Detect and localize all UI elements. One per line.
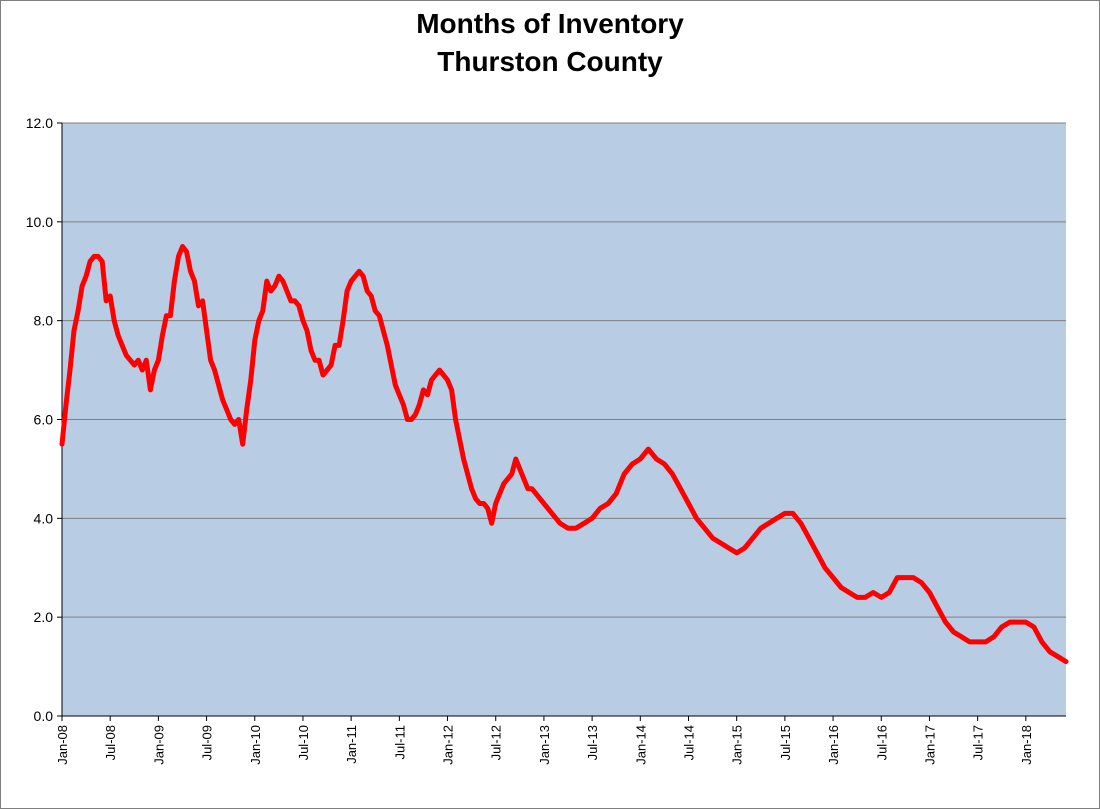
x-tick-label: Jul-13 xyxy=(585,725,600,760)
x-tick-label: Jan-12 xyxy=(441,725,456,765)
y-tick-label: 8.0 xyxy=(34,313,54,329)
x-tick-label: Jan-09 xyxy=(151,725,166,765)
x-tick-label: Jul-15 xyxy=(778,725,793,760)
chart-title: Months of Inventory xyxy=(416,8,684,39)
x-tick-label: Jan-11 xyxy=(344,725,359,764)
x-tick-label: Jan-14 xyxy=(633,725,648,765)
x-tick-label: Jul-16 xyxy=(874,725,889,760)
x-tick-label: Jul-09 xyxy=(200,725,215,760)
y-tick-label: 6.0 xyxy=(34,412,54,428)
y-axis: 0.0 2.0 4.0 6.0 8.0 10.0 12.0 xyxy=(26,115,63,724)
series-line xyxy=(59,244,1069,665)
x-tick-label: Jan-16 xyxy=(826,725,841,765)
y-tick-label: 2.0 xyxy=(34,609,54,625)
x-tick-label: Jul-10 xyxy=(296,725,311,760)
chart-subtitle: Thurston County xyxy=(437,46,663,77)
x-tick-label: Jul-12 xyxy=(489,725,504,760)
x-tick-label: Jan-08 xyxy=(55,725,70,765)
y-tick-label: 0.0 xyxy=(34,708,54,724)
x-tick-label: Jan-17 xyxy=(922,725,937,765)
y-tick-label: 12.0 xyxy=(26,115,53,131)
x-tick-label: Jul-11 xyxy=(392,725,407,759)
y-tick-label: 4.0 xyxy=(34,510,54,526)
y-tick-label: 10.0 xyxy=(26,214,53,230)
x-tick-label: Jan-18 xyxy=(1019,725,1034,765)
x-tick-label: Jul-14 xyxy=(681,725,696,760)
x-tick-label: Jan-13 xyxy=(537,725,552,765)
x-tick-label: Jul-08 xyxy=(103,725,118,760)
x-axis: Jan-08 Jul-08 Jan-09 Jul-09 Jan-10 Jul-10 Jan-… xyxy=(55,715,1066,765)
x-tick-label: Jan-10 xyxy=(248,725,263,765)
x-tick-label: Jul-17 xyxy=(971,725,986,760)
x-tick-label: Jan-15 xyxy=(730,725,745,765)
series-layer xyxy=(59,244,1069,665)
